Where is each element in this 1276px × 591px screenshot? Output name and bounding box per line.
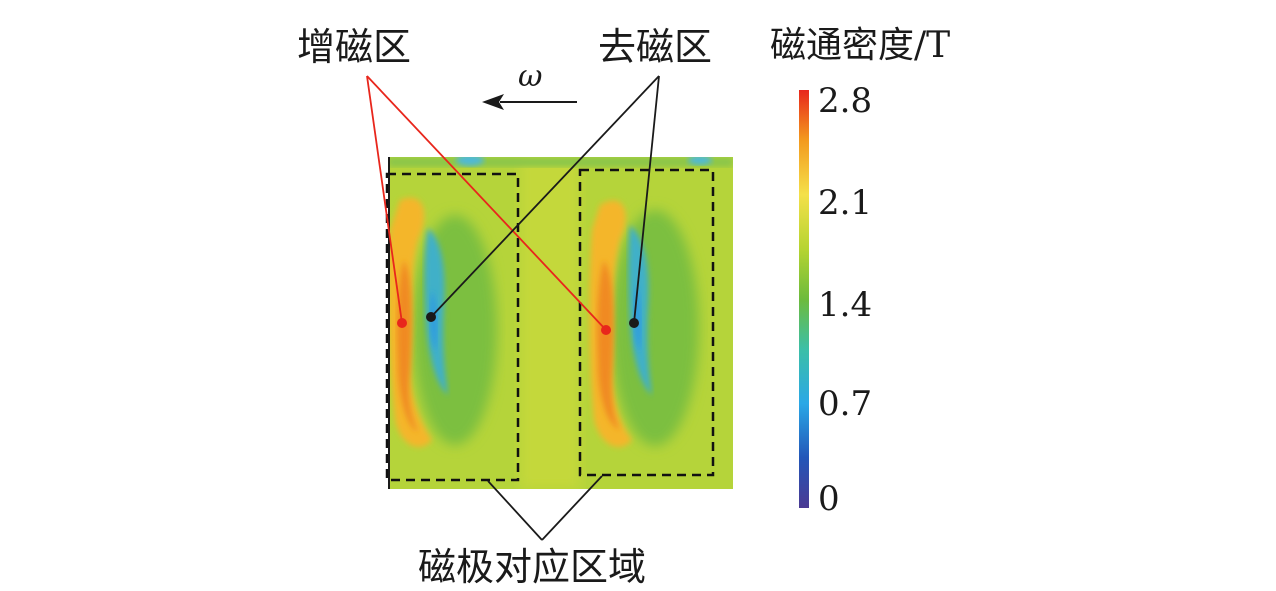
colorbar-tick-label: 0.7 (818, 384, 873, 424)
demag-leader-lines (430, 75, 660, 324)
enhance-marker-right (601, 325, 611, 335)
right-pole-pattern (589, 200, 699, 448)
colorbar (799, 90, 809, 508)
pole-leader-lines (487, 475, 603, 541)
right-pole-region-box (578, 168, 715, 477)
demag-marker-left (426, 312, 436, 322)
omega-label: ω (518, 59, 543, 94)
colorbar-tick-label: 2.8 (818, 81, 873, 121)
left-pole-region-box (385, 172, 520, 482)
left-pole-pattern (388, 197, 497, 448)
demag-zone-label: 去磁区 (598, 25, 713, 69)
colorbar-tick-label: 2.1 (818, 183, 873, 223)
pole-region-label: 磁极对应区域 (418, 545, 647, 589)
enhance-zone-label: 增磁区 (297, 25, 412, 69)
demag-marker-right (629, 318, 639, 328)
flux-field (388, 157, 733, 489)
enhance-leader-lines (366, 75, 607, 331)
colorbar-tick-label: 1.4 (818, 285, 873, 325)
rotation-arrow (482, 94, 577, 110)
colorbar-title: 磁通密度/T (770, 25, 951, 66)
colorbar-tick-label: 0 (818, 479, 840, 519)
enhance-marker-left (397, 318, 407, 328)
